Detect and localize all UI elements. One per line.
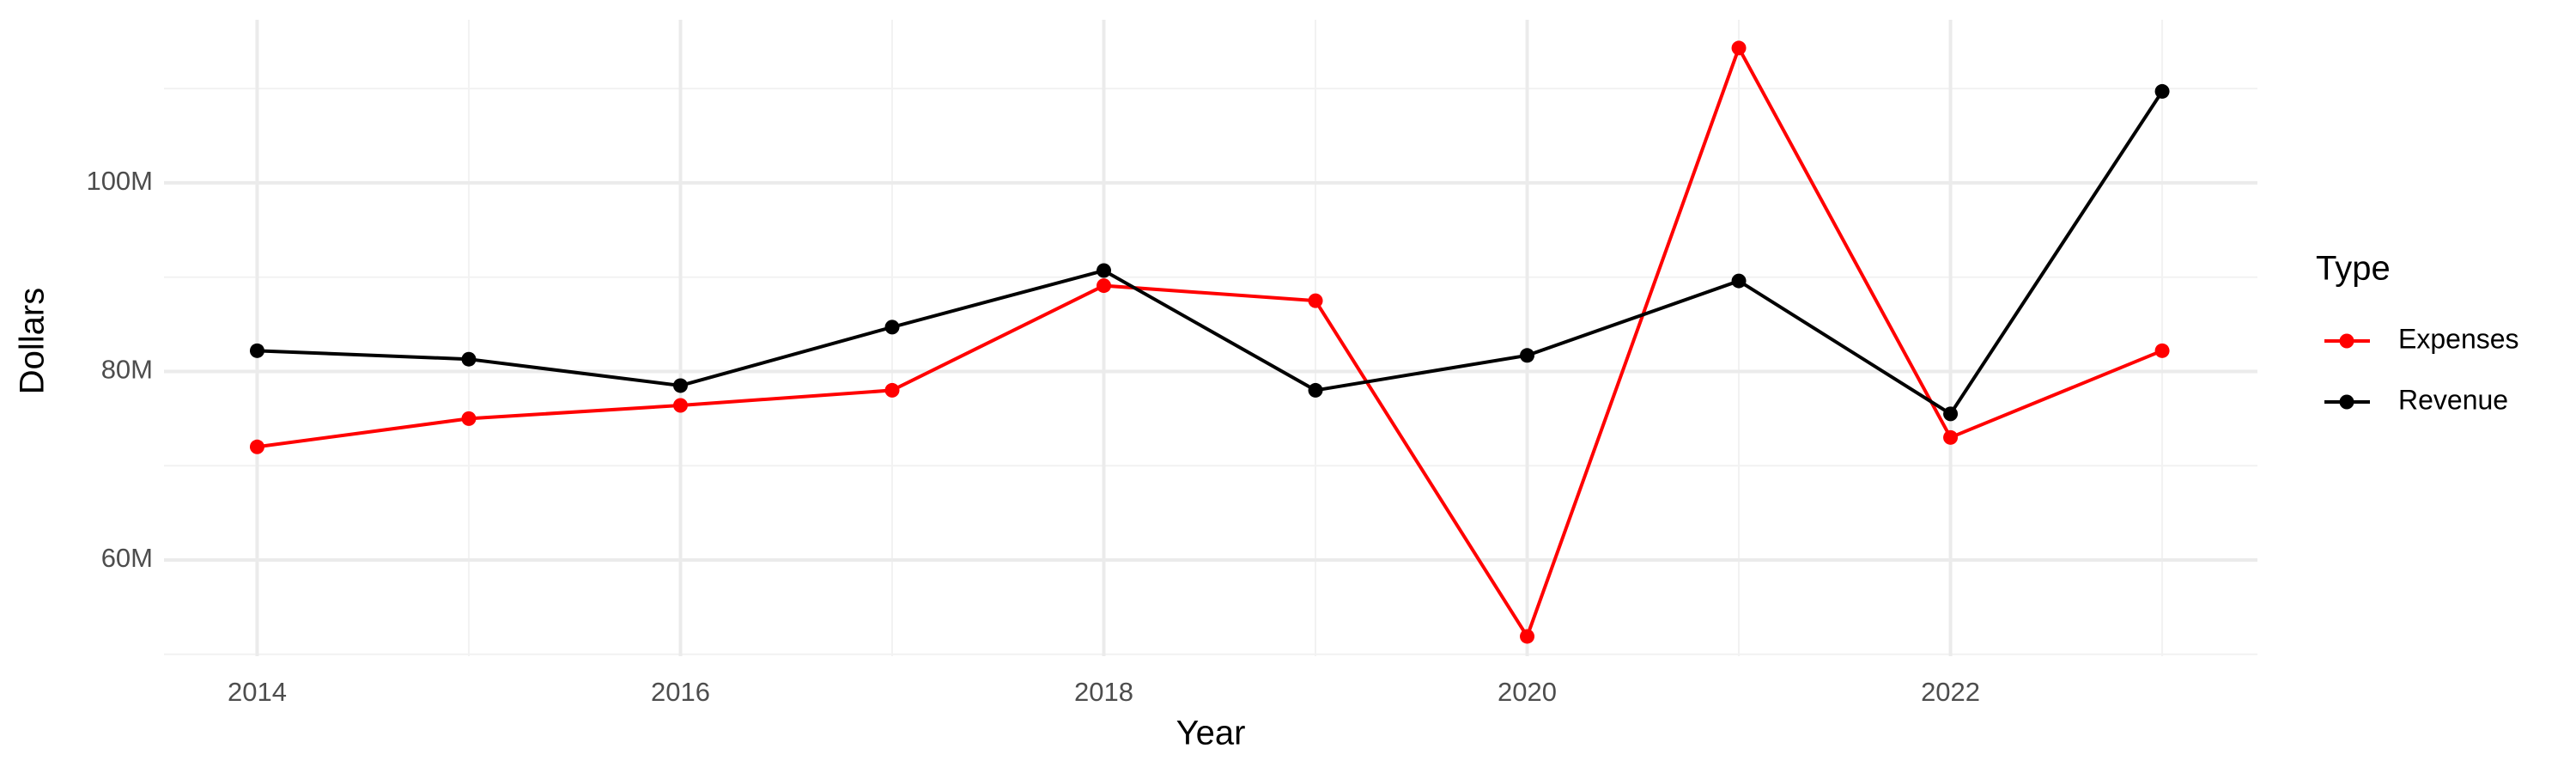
legend-title: Type [2316,250,2391,288]
x-tick-label: 2020 [1498,677,1557,707]
x-tick-label: 2022 [1921,677,1980,707]
data-point [672,398,688,413]
series-line [257,44,2163,641]
data-point [2154,83,2170,99]
data-point [1943,429,1959,445]
x-tick-label: 2018 [1074,677,1133,707]
legend-label: Expenses [2398,323,2519,354]
data-point [461,351,477,367]
data-point [249,343,264,358]
legend-swatch-point [2339,394,2354,410]
data-point [1731,40,1747,56]
data-point [1943,406,1959,422]
data-point [1308,382,1323,398]
y-tick-label: 100M [86,166,153,196]
y-tick-label: 60M [101,543,153,573]
data-point [884,382,900,398]
series-line [257,90,2164,417]
data-point [2154,343,2170,358]
data-point [1097,263,1112,278]
data-point [884,320,900,335]
data-point [249,439,264,454]
data-point [1308,293,1323,308]
legend-swatch-point [2339,333,2354,349]
x-tick-label: 2016 [651,677,710,707]
y-axis-title: Dollars [14,288,52,394]
data-point [461,411,477,426]
data-point [1097,278,1112,294]
x-tick-label: 2014 [228,677,287,707]
legend-label: Revenue [2398,384,2508,415]
x-axis-title: Year [1176,715,1246,752]
data-point [1520,348,1535,363]
data-point [1731,273,1747,289]
data-point [672,378,688,393]
y-tick-label: 80M [101,355,153,385]
data-point [1520,629,1535,644]
